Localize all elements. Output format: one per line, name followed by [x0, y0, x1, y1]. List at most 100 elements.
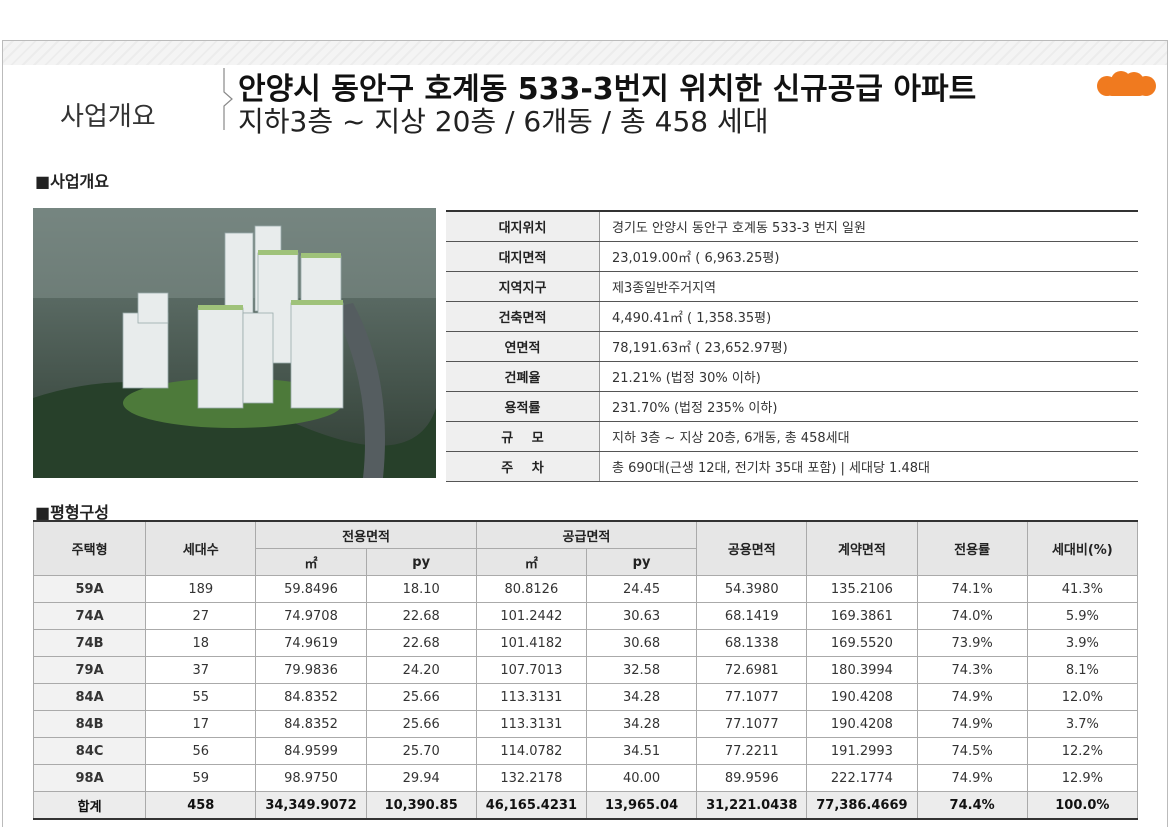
- overview-label: 대지면적: [446, 241, 600, 272]
- overview-label: 주 차: [446, 451, 600, 482]
- overview-value: 23,019.00㎡ ( 6,963.25평): [599, 241, 1138, 272]
- overview-table: 대지위치 경기도 안양시 동안구 호계동 533-3 번지 일원 대지면적 23,01…: [446, 210, 1138, 482]
- unit-cell: 113.3131: [475, 710, 587, 738]
- overview-label: 지역지구: [446, 271, 600, 302]
- unit-cell: 34.28: [585, 710, 698, 738]
- total-cell: 74.4%: [916, 791, 1028, 820]
- header-band: [3, 41, 1167, 65]
- unit-cell: 189: [145, 575, 257, 603]
- column-subheader: py: [585, 548, 698, 576]
- unit-cell: 79A: [32, 656, 147, 684]
- unit-cell: 25.66: [365, 683, 477, 711]
- column-header: 계약면적: [806, 520, 918, 576]
- unit-cell: 84A: [32, 683, 147, 711]
- unit-cell: 84.9599: [255, 737, 367, 765]
- unit-cell: 32.58: [585, 656, 698, 684]
- unit-cell: 74.9%: [916, 683, 1028, 711]
- unit-cell: 56: [145, 737, 257, 765]
- column-header: 세대비(%): [1026, 520, 1139, 576]
- unit-row: 79A 37 79.9836 24.20 107.7013 32.58 72.6981 180…: [32, 656, 1139, 684]
- unit-cell: 30.68: [585, 629, 698, 657]
- column-header: 공급면적: [475, 520, 698, 549]
- overview-row: 건폐율 21.21% (법정 30% 이하): [446, 361, 1138, 392]
- unit-cell: 59A: [32, 575, 147, 603]
- unit-cell: 30.63: [585, 602, 698, 630]
- column-header: 주택형: [32, 520, 147, 576]
- unit-cell: 180.3994: [806, 656, 918, 684]
- unit-cell: 77.1077: [696, 710, 808, 738]
- unit-cell: 190.4208: [806, 710, 918, 738]
- unit-cell: 22.68: [365, 602, 477, 630]
- overview-row: 연면적 78,191.63㎡ ( 23,652.97평): [446, 331, 1138, 362]
- total-cell: 13,965.04: [585, 791, 698, 820]
- unit-cell: 3.7%: [1026, 710, 1139, 738]
- page-frame: [2, 40, 1168, 827]
- unit-cell: 80.8126: [475, 575, 587, 603]
- overview-row: 대지위치 경기도 안양시 동안구 호계동 533-3 번지 일원: [446, 211, 1138, 242]
- column-header: 세대수: [145, 520, 257, 576]
- unit-cell: 24.45: [585, 575, 698, 603]
- unit-row: 59A 189 59.8496 18.10 80.8126 24.45 54.3980 135…: [32, 575, 1139, 603]
- unit-cell: 55: [145, 683, 257, 711]
- overview-value: 21.21% (법정 30% 이하): [599, 361, 1138, 392]
- overview-row: 용적률 231.70% (법정 235% 이하): [446, 391, 1138, 422]
- unit-cell: 72.6981: [696, 656, 808, 684]
- unit-row: 74B 18 74.9619 22.68 101.4182 30.68 68.1338 169…: [32, 629, 1139, 657]
- unit-cell: 222.1774: [806, 764, 918, 792]
- total-cell: 46,165.4231: [475, 791, 587, 820]
- header-label: 사업개요: [60, 102, 156, 132]
- unit-cell: 25.66: [365, 710, 477, 738]
- total-cell: 합계: [32, 791, 147, 820]
- overview-label: 건축면적: [446, 301, 600, 332]
- column-header: 전용면적: [255, 520, 477, 549]
- unit-cell: 135.2106: [806, 575, 918, 603]
- overview-label: 연면적: [446, 331, 600, 362]
- unit-cell: 29.94: [365, 764, 477, 792]
- unit-cell: 74.9708: [255, 602, 367, 630]
- unit-row: 84B 17 84.8352 25.66 113.3131 34.28 77.1077 190…: [32, 710, 1139, 738]
- unit-cell: 74.0%: [916, 602, 1028, 630]
- unit-cell: 54.3980: [696, 575, 808, 603]
- total-cell: 34,349.9072: [255, 791, 367, 820]
- section-heading: ■평형구성: [35, 503, 109, 522]
- unit-cell: 74A: [32, 602, 147, 630]
- header-row: ㎡ py ㎡ py: [34, 548, 1138, 576]
- unit-cell: 18.10: [365, 575, 477, 603]
- overview-value: 총 690대(근생 12대, 전기차 35대 포함) | 세대당 1.48대: [599, 451, 1138, 482]
- overview-label: 대지위치: [446, 211, 600, 242]
- unit-table: 주택형 세대수 전용면적 공급면적 공용면적 계약면적 전용률 세대비(%) ㎡ py ㎡ py 59…: [32, 520, 1139, 820]
- unit-cell: 37: [145, 656, 257, 684]
- overview-table-body: 대지위치 경기도 안양시 동안구 호계동 533-3 번지 일원 대지면적 23,01…: [446, 211, 1138, 482]
- total-cell: 31,221.0438: [696, 791, 808, 820]
- unit-row: 98A 59 98.9750 29.94 132.2178 40.00 89.9596 222…: [32, 764, 1139, 792]
- unit-cell: 98.9750: [255, 764, 367, 792]
- unit-table-body: 59A 189 59.8496 18.10 80.8126 24.45 54.3980 135…: [32, 575, 1139, 820]
- header-bracket: [223, 68, 233, 130]
- unit-cell: 84.8352: [255, 710, 367, 738]
- header-title: 안양시 동안구 호계동 533-3번지 위치한 신규공급 아파트: [238, 72, 977, 107]
- unit-cell: 101.2442: [475, 602, 587, 630]
- unit-cell: 74.9%: [916, 764, 1028, 792]
- unit-row: 74A 27 74.9708 22.68 101.2442 30.63 68.1419 169…: [32, 602, 1139, 630]
- unit-cell: 25.70: [365, 737, 477, 765]
- unit-cell: 113.3131: [475, 683, 587, 711]
- overview-value: 지하 3층 ~ 지상 20층, 6개동, 총 458세대: [599, 421, 1138, 452]
- unit-cell: 34.51: [585, 737, 698, 765]
- unit-cell: 84.8352: [255, 683, 367, 711]
- overview-label: 규 모: [446, 421, 600, 452]
- unit-cell: 132.2178: [475, 764, 587, 792]
- overview-row: 지역지구 제3종일반주거지역: [446, 271, 1138, 302]
- unit-cell: 74.9%: [916, 710, 1028, 738]
- overview-label: 건폐율: [446, 361, 600, 392]
- total-row: 합계 458 34,349.9072 10,390.85 46,165.4231 13,9…: [32, 791, 1139, 820]
- unit-cell: 98A: [32, 764, 147, 792]
- header-row: 주택형 세대수 전용면적 공급면적 공용면적 계약면적 전용률 세대비(%): [32, 520, 1139, 576]
- unit-row: 84C 56 84.9599 25.70 114.0782 34.51 77.2211 191…: [32, 737, 1139, 765]
- overview-value: 제3종일반주거지역: [599, 271, 1138, 302]
- overview-value: 78,191.63㎡ ( 23,652.97평): [599, 331, 1138, 362]
- overview-label: 용적률: [446, 391, 600, 422]
- column-subheader: ㎡: [255, 548, 367, 576]
